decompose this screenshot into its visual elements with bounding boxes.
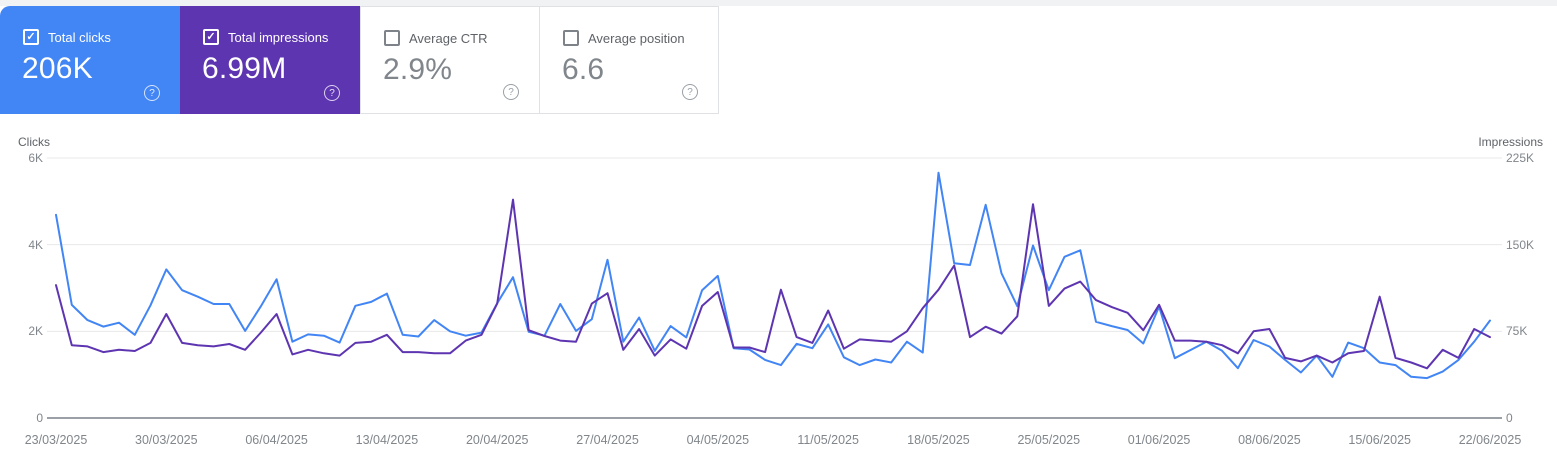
date-tick: 27/04/2025	[576, 433, 639, 447]
metric-label: Total impressions	[228, 29, 329, 45]
right-axis-tick: 0	[1506, 411, 1513, 425]
date-tick: 20/04/2025	[465, 433, 529, 447]
date-tick: 15/06/2025	[1348, 433, 1411, 447]
date-tick: 23/03/2025	[24, 433, 88, 447]
left-axis-title: Clicks	[18, 135, 50, 149]
date-tick: 01/06/2025	[1127, 433, 1191, 447]
help-icon[interactable]: ?	[503, 84, 519, 100]
date-tick: 04/05/2025	[686, 433, 750, 447]
right-axis-tick: 150K	[1506, 237, 1535, 252]
metric-value: 206K	[22, 52, 93, 85]
left-axis-tick: 4K	[28, 237, 43, 252]
date-tick: 11/05/2025	[797, 433, 859, 447]
card-total-impressions[interactable]: ✓ Total impressions 6.99M ?	[180, 6, 360, 114]
date-tick: 13/04/2025	[355, 433, 419, 447]
left-axis-tick: 0	[36, 411, 43, 425]
checkbox-total-impressions[interactable]: ✓	[203, 29, 219, 45]
date-tick: 25/05/2025	[1017, 433, 1081, 447]
card-average-position[interactable]: ✓ Average position 6.6 ?	[539, 6, 719, 114]
metric-value: 6.99M	[202, 52, 287, 85]
help-icon[interactable]: ?	[144, 85, 160, 101]
metric-label: Total clicks	[48, 29, 111, 45]
left-axis-tick: 2K	[28, 324, 43, 339]
card-total-clicks[interactable]: ✓ Total clicks 206K ?	[0, 6, 180, 114]
date-tick: 06/04/2025	[245, 433, 308, 447]
date-tick: 18/05/2025	[907, 433, 970, 447]
left-axis-tick: 6K	[28, 151, 43, 165]
metric-label: Average CTR	[409, 30, 488, 46]
metric-label: Average position	[588, 30, 685, 46]
clicks-line[interactable]	[55, 171, 1491, 380]
checkbox-total-clicks[interactable]: ✓	[23, 29, 39, 45]
metric-cards-row: ✓ Total clicks 206K ? ✓ Total impression…	[0, 6, 719, 114]
impressions-line[interactable]	[55, 198, 1491, 370]
date-tick: 08/06/2025	[1238, 433, 1301, 447]
date-tick: 30/03/2025	[135, 433, 198, 447]
right-axis-tick: 75K	[1506, 324, 1528, 339]
right-axis-tick: 225K	[1506, 151, 1535, 165]
card-average-ctr[interactable]: ✓ Average CTR 2.9% ?	[360, 6, 540, 114]
right-axis-title: Impressions	[1478, 135, 1543, 149]
metric-value: 6.6	[562, 53, 605, 86]
date-tick: 22/06/2025	[1458, 433, 1522, 447]
checkbox-average-ctr[interactable]: ✓	[384, 30, 400, 46]
checkbox-average-position[interactable]: ✓	[563, 30, 579, 46]
page-background-strip	[0, 0, 1557, 6]
metric-value: 2.9%	[383, 53, 453, 86]
help-icon[interactable]: ?	[682, 84, 698, 100]
help-icon[interactable]: ?	[324, 85, 340, 101]
